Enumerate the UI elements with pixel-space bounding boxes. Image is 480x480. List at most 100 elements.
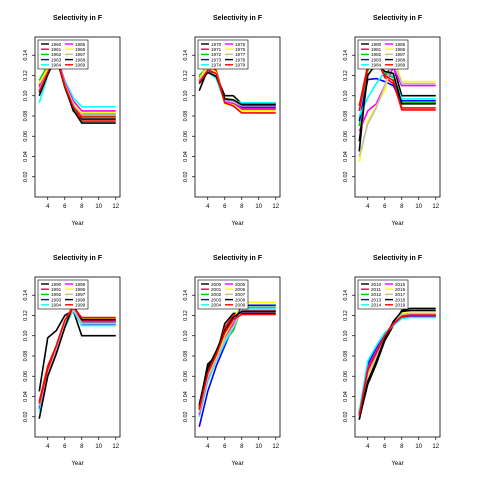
x-tick-label: 12 (112, 204, 119, 210)
y-tick-label: 0.12 (23, 310, 29, 321)
chart-title: Selectivity in F (373, 15, 423, 22)
plot-frame (194, 36, 281, 198)
legend-label: 1974 (211, 63, 222, 68)
legend-label: 2001 (211, 287, 222, 292)
legend-label: 2000 (211, 282, 222, 287)
y-tick-label: 0.04 (23, 391, 29, 402)
x-tick-label: 4 (366, 204, 370, 210)
y-tick-label: 0.02 (183, 411, 189, 422)
legend-label: 1986 (395, 47, 406, 52)
y-tick-label: 0.06 (23, 131, 29, 142)
panel-6: Selectivity in F 4 6 8 10 12 Year 0.02 0.04 0.06 0… (343, 255, 441, 467)
panel-4: Selectivity in F 4 6 8 10 12 Year 0.02 0.04 0.06 0… (23, 255, 121, 467)
x-tick-label: 12 (432, 444, 439, 450)
series-line-1979 (198, 69, 276, 114)
legend-label: 2004 (211, 303, 222, 308)
y-tick-label: 0.04 (343, 151, 349, 162)
x-axis-label: Year (231, 221, 243, 227)
legend-label: 1981 (371, 47, 382, 52)
y-tick-label: 0.12 (183, 310, 189, 321)
y-tick-label: 0.10 (343, 330, 349, 341)
y-tick-label: 0.12 (23, 70, 29, 81)
series-line-1976 (198, 65, 276, 112)
x-tick-label: 12 (272, 444, 279, 450)
legend-label: 2011 (371, 287, 381, 292)
legend-label: 1995 (75, 282, 86, 287)
legend-label: 2018 (395, 297, 406, 302)
series-line-2018 (358, 309, 436, 420)
y-tick-label: 0.08 (183, 111, 189, 122)
series-line-1990 (38, 309, 116, 392)
x-axis-label: Year (231, 461, 243, 467)
series-line-1999 (38, 306, 116, 404)
x-tick-label: 4 (206, 444, 210, 450)
legend-label: 1984 (371, 63, 382, 68)
x-tick-label: 10 (415, 204, 422, 210)
y-tick-label: 0.02 (343, 411, 349, 422)
legend-label: 1992 (51, 292, 62, 297)
series-line-1997 (38, 308, 116, 406)
legend-label: 1971 (211, 47, 222, 52)
chart-title: Selectivity in F (53, 255, 103, 262)
legend-label: 2007 (235, 292, 246, 297)
legend-label: 1975 (235, 42, 246, 47)
y-tick-label: 0.02 (183, 171, 189, 182)
y-tick-label: 0.12 (183, 70, 189, 81)
y-tick-label: 0.12 (343, 70, 349, 81)
x-axis-label: Year (391, 461, 403, 467)
legend-label: 2009 (235, 303, 246, 308)
series-line-2014 (358, 316, 436, 412)
x-tick-label: 4 (206, 204, 210, 210)
legend-label: 2015 (395, 282, 406, 287)
y-tick-label: 0.06 (23, 371, 29, 382)
y-tick-label: 0.08 (343, 351, 349, 362)
legend-label: 1968 (75, 57, 86, 62)
y-tick-label: 0.10 (183, 90, 189, 101)
legend-label: 2013 (371, 297, 382, 302)
legend-label: 2017 (395, 292, 406, 297)
series-group (198, 301, 276, 428)
x-tick-label: 10 (255, 444, 262, 450)
series-group (198, 64, 276, 114)
legend-label: 1962 (51, 52, 62, 57)
series-line-2008 (198, 310, 276, 405)
legend-label: 1969 (75, 63, 86, 68)
legend-label: 1988 (395, 57, 406, 62)
x-tick-label: 4 (46, 204, 50, 210)
legend-label: 1997 (75, 292, 86, 297)
x-tick-label: 8 (80, 444, 84, 450)
legend-label: 1978 (235, 57, 246, 62)
y-tick-label: 0.08 (23, 351, 29, 362)
y-tick-label: 0.14 (23, 290, 29, 301)
y-tick-label: 0.04 (183, 151, 189, 162)
legend-label: 1996 (75, 287, 86, 292)
x-tick-label: 6 (383, 204, 387, 210)
legend-label: 1987 (395, 52, 406, 57)
series-line-1988 (358, 62, 436, 142)
chart-title: Selectivity in F (213, 255, 263, 262)
series-line-1985 (358, 66, 436, 132)
y-tick-label: 0.12 (343, 310, 349, 321)
legend-label: 1965 (75, 42, 86, 47)
series-line-2009 (198, 313, 276, 410)
chart-title: Selectivity in F (373, 255, 423, 262)
y-tick-label: 0.08 (23, 111, 29, 122)
x-tick-label: 10 (95, 444, 102, 450)
legend-label: 2012 (371, 292, 382, 297)
series-line-1978 (198, 71, 276, 106)
series-group (358, 307, 436, 420)
plot-frame (194, 276, 281, 438)
legend-label: 1973 (211, 57, 222, 62)
legend-label: 1993 (51, 297, 62, 302)
chart-title: Selectivity in F (213, 15, 263, 22)
y-tick-label: 0.04 (23, 151, 29, 162)
legend-label: 2003 (211, 297, 222, 302)
legend-label: 1989 (395, 63, 406, 68)
legend-label: 2005 (235, 282, 246, 287)
series-line-1987 (358, 59, 436, 157)
series-line-2019 (358, 314, 436, 416)
x-tick-label: 6 (63, 204, 67, 210)
legend-label: 2019 (395, 303, 406, 308)
legend-label: 1976 (235, 47, 246, 52)
